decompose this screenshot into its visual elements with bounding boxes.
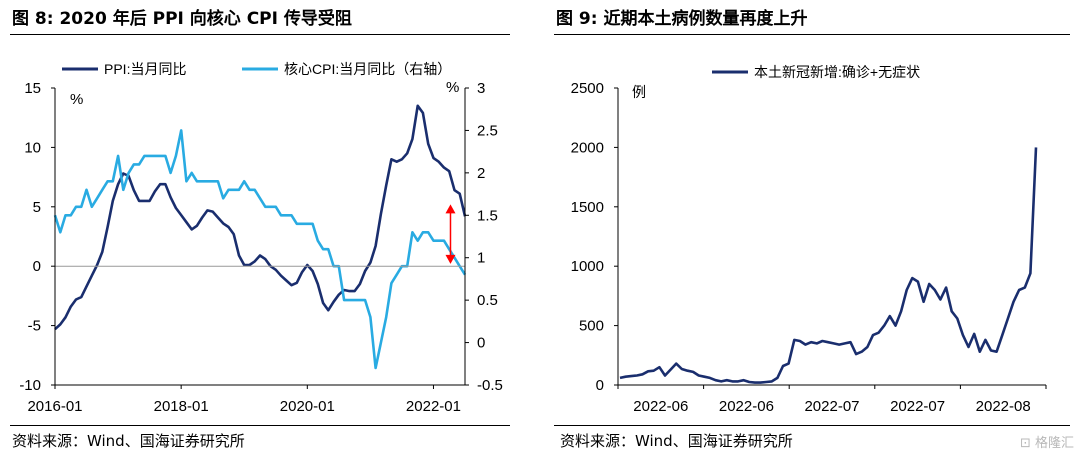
series-core-cpi-line — [53, 129, 467, 370]
y-tick-label-left: -10 — [19, 377, 41, 394]
figure-9-title: 图 9: 近期本土病例数量再度上升 — [556, 9, 808, 29]
right-axis-unit: % — [446, 79, 459, 96]
y-tick-label: 0 — [596, 377, 604, 394]
x-tick-label: 2022-07 — [804, 398, 859, 415]
y-tick-label: 2500 — [571, 80, 604, 97]
figure-8-source-rule — [10, 425, 510, 426]
x-tick-label: 2022-07 — [890, 398, 945, 415]
y-tick-label-right: 2.5 — [477, 122, 498, 139]
gap-arrow-head-up — [445, 204, 456, 214]
legend-ppi-label: PPI:当月同比 — [104, 61, 186, 77]
figure-9-source: 资料来源：Wind、国海证券研究所 — [560, 432, 793, 450]
x-tick-label: 2022-01 — [406, 398, 461, 415]
x-tick-label: 2022-08 — [976, 398, 1031, 415]
y-tick-label-right: 2 — [477, 165, 485, 182]
left-axis-unit: % — [70, 91, 83, 108]
watermark-text: 格隆汇 — [1034, 436, 1074, 451]
y-tick-label-right: -0.5 — [477, 377, 503, 394]
y-tick-label-left: -5 — [28, 318, 41, 335]
figure-9-title-rule — [554, 34, 1070, 35]
figure-9-source-rule — [554, 425, 1070, 426]
y-tick-label-right: 1 — [477, 250, 485, 267]
series-ppi-line — [54, 104, 467, 331]
y-tick-label-right: 3 — [477, 80, 485, 97]
x-tick-label: 2018-01 — [154, 398, 209, 415]
gap-arrow-head-down — [445, 254, 456, 264]
y-tick-label: 500 — [579, 318, 604, 335]
figure-9-chart: 2500 2000 1500 1000 500 0 2022-06 2022-06 2022-0… — [571, 64, 1047, 415]
figure-8-source: 资料来源：Wind、国海证券研究所 — [12, 432, 245, 450]
figure-8-title: 图 8: 2020 年后 PPI 向核心 CPI 传导受阻 — [12, 9, 352, 29]
x-tick-label: 2022-06 — [633, 398, 688, 415]
x-tick-label: 2016-01 — [27, 398, 82, 415]
y-tick-label-left: 15 — [24, 80, 41, 97]
x-tick-label: 2020-01 — [280, 398, 335, 415]
y-tick-label-right: 1.5 — [477, 207, 498, 224]
y-tick-label-right: 0.5 — [477, 292, 498, 309]
legend-core-cpi-label: 核心CPI:当月同比（右轴） — [284, 61, 451, 77]
y-tick-label: 2000 — [571, 139, 604, 156]
legend-local-cases-label: 本土新冠新增:确诊+无症状 — [754, 64, 920, 80]
series-local-cases-line — [619, 147, 1038, 384]
y-axis-unit: 例 — [632, 84, 646, 100]
y-tick-label-left: 5 — [33, 199, 41, 216]
y-tick-label: 1500 — [571, 199, 604, 216]
y-tick-label-left: 10 — [24, 139, 41, 156]
figure-8-chart: 15 10 5 0 -5 -10 3 2.5 2 1.5 1 0.5 0 -0.5 2016-01 2018-… — [19, 61, 503, 415]
watermark-logo: ⊡ 格隆汇 — [1019, 436, 1074, 451]
x-tick-label: 2022-06 — [719, 398, 774, 415]
figure-8-title-rule — [10, 34, 510, 35]
y-tick-label: 1000 — [571, 258, 604, 275]
y-tick-label-right: 0 — [477, 335, 485, 352]
y-tick-label-left: 0 — [33, 258, 41, 275]
